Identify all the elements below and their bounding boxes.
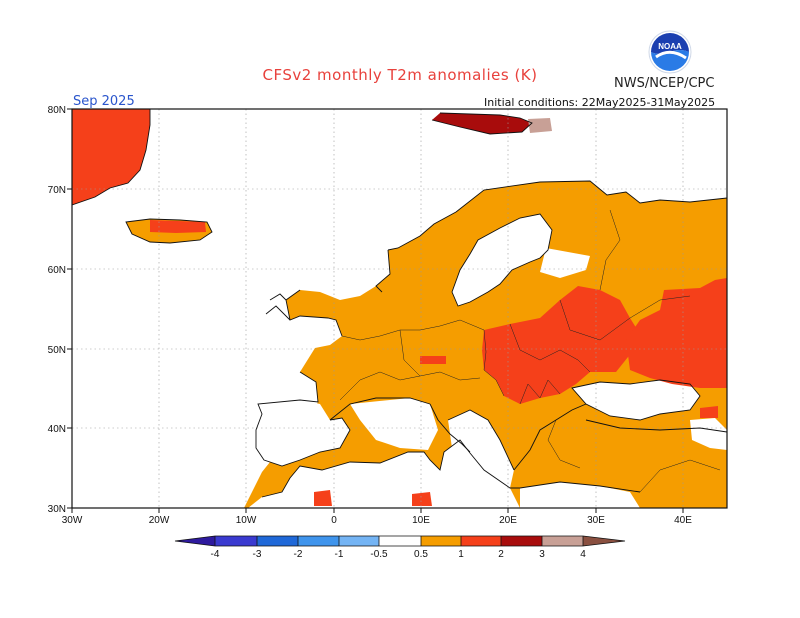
colorbar-segment	[379, 536, 421, 546]
lon-label: 20W	[149, 515, 170, 526]
valid-month-label: Sep 2025	[73, 94, 135, 109]
colorbar-label: 0.5	[414, 549, 428, 560]
anomaly-region-north-africa	[314, 490, 332, 506]
lon-label: 0	[331, 515, 337, 526]
anomaly-neutral-caucasus	[690, 418, 727, 450]
anomaly-neutral-black-sea	[572, 380, 700, 420]
country-borders	[339, 209, 721, 493]
axis-ticks	[67, 108, 684, 513]
anomaly-neutral-baltic	[540, 248, 590, 278]
lon-label: 10W	[236, 515, 257, 526]
lon-label: 20E	[499, 515, 517, 526]
colorbar-segment	[421, 536, 461, 546]
colorbar-segment	[461, 536, 501, 546]
logo-text: NOAA	[658, 42, 682, 51]
lat-label: 70N	[48, 185, 66, 196]
anomaly-region-iceland-warm	[150, 220, 206, 233]
colorbar-label: 4	[580, 549, 586, 560]
colorbar-segment	[339, 536, 379, 546]
gridlines	[72, 109, 727, 508]
colorbar-segment	[298, 536, 339, 546]
lat-label: 80N	[48, 105, 66, 116]
colorbar-segment	[257, 536, 298, 546]
lat-label: 40N	[48, 424, 66, 435]
anomaly-region-svalbard-high	[528, 118, 552, 133]
colorbar-segment	[215, 536, 257, 546]
lat-label: 50N	[48, 345, 66, 356]
anomaly-region-aegean	[700, 406, 718, 418]
lon-label: 40E	[674, 515, 692, 526]
agency-label: NWS/NCEP/CPC	[614, 76, 715, 91]
colorbar-label: -3	[253, 549, 262, 560]
colorbar-label: 1	[458, 549, 464, 560]
lat-label: 30N	[48, 504, 66, 515]
noaa-logo: NOAA	[648, 30, 692, 74]
chart-title: CFSv2 monthly T2m anomalies (K)	[262, 66, 538, 84]
anomaly-region-svalbard	[432, 113, 532, 134]
colorbar-segment	[175, 536, 215, 546]
colorbar-label: -4	[211, 549, 220, 560]
anomaly-region-russia-east	[626, 278, 727, 388]
colorbar: -4 -3 -2 -1 -0.5 0.5 1 2 3 4	[174, 535, 626, 560]
lon-label: 10E	[412, 515, 430, 526]
colorbar-segment	[583, 536, 625, 546]
colorbar-label: -1	[335, 549, 344, 560]
anomaly-region-greenland	[72, 109, 150, 205]
colorbar-label: -2	[294, 549, 303, 560]
anomaly-neutral-east-med	[520, 482, 640, 508]
colorbar-segment	[501, 536, 542, 546]
colorbar-label: 3	[539, 549, 545, 560]
anomaly-region-alps	[420, 356, 446, 364]
anomaly-region-tunisia	[412, 492, 432, 506]
colorbar-segment	[542, 536, 583, 546]
map-frame	[71, 108, 728, 509]
anomaly-region-central-europe	[482, 286, 640, 404]
anomaly-neutral-iberia	[256, 400, 350, 466]
anomaly-neutral-west-med	[350, 398, 438, 450]
colorbar-label: -0.5	[370, 549, 388, 560]
anomaly-neutral-scandinavia	[452, 214, 552, 306]
anomaly-field	[72, 109, 727, 508]
colorbar-label: 2	[498, 549, 504, 560]
initial-conditions-label: Initial conditions: 22May2025-31May2025	[484, 96, 716, 109]
lon-label: 30W	[62, 515, 83, 526]
lat-label: 60N	[48, 265, 66, 276]
coastlines	[72, 109, 727, 498]
anomaly-neutral-libya	[436, 468, 500, 508]
lon-label: 30E	[587, 515, 605, 526]
